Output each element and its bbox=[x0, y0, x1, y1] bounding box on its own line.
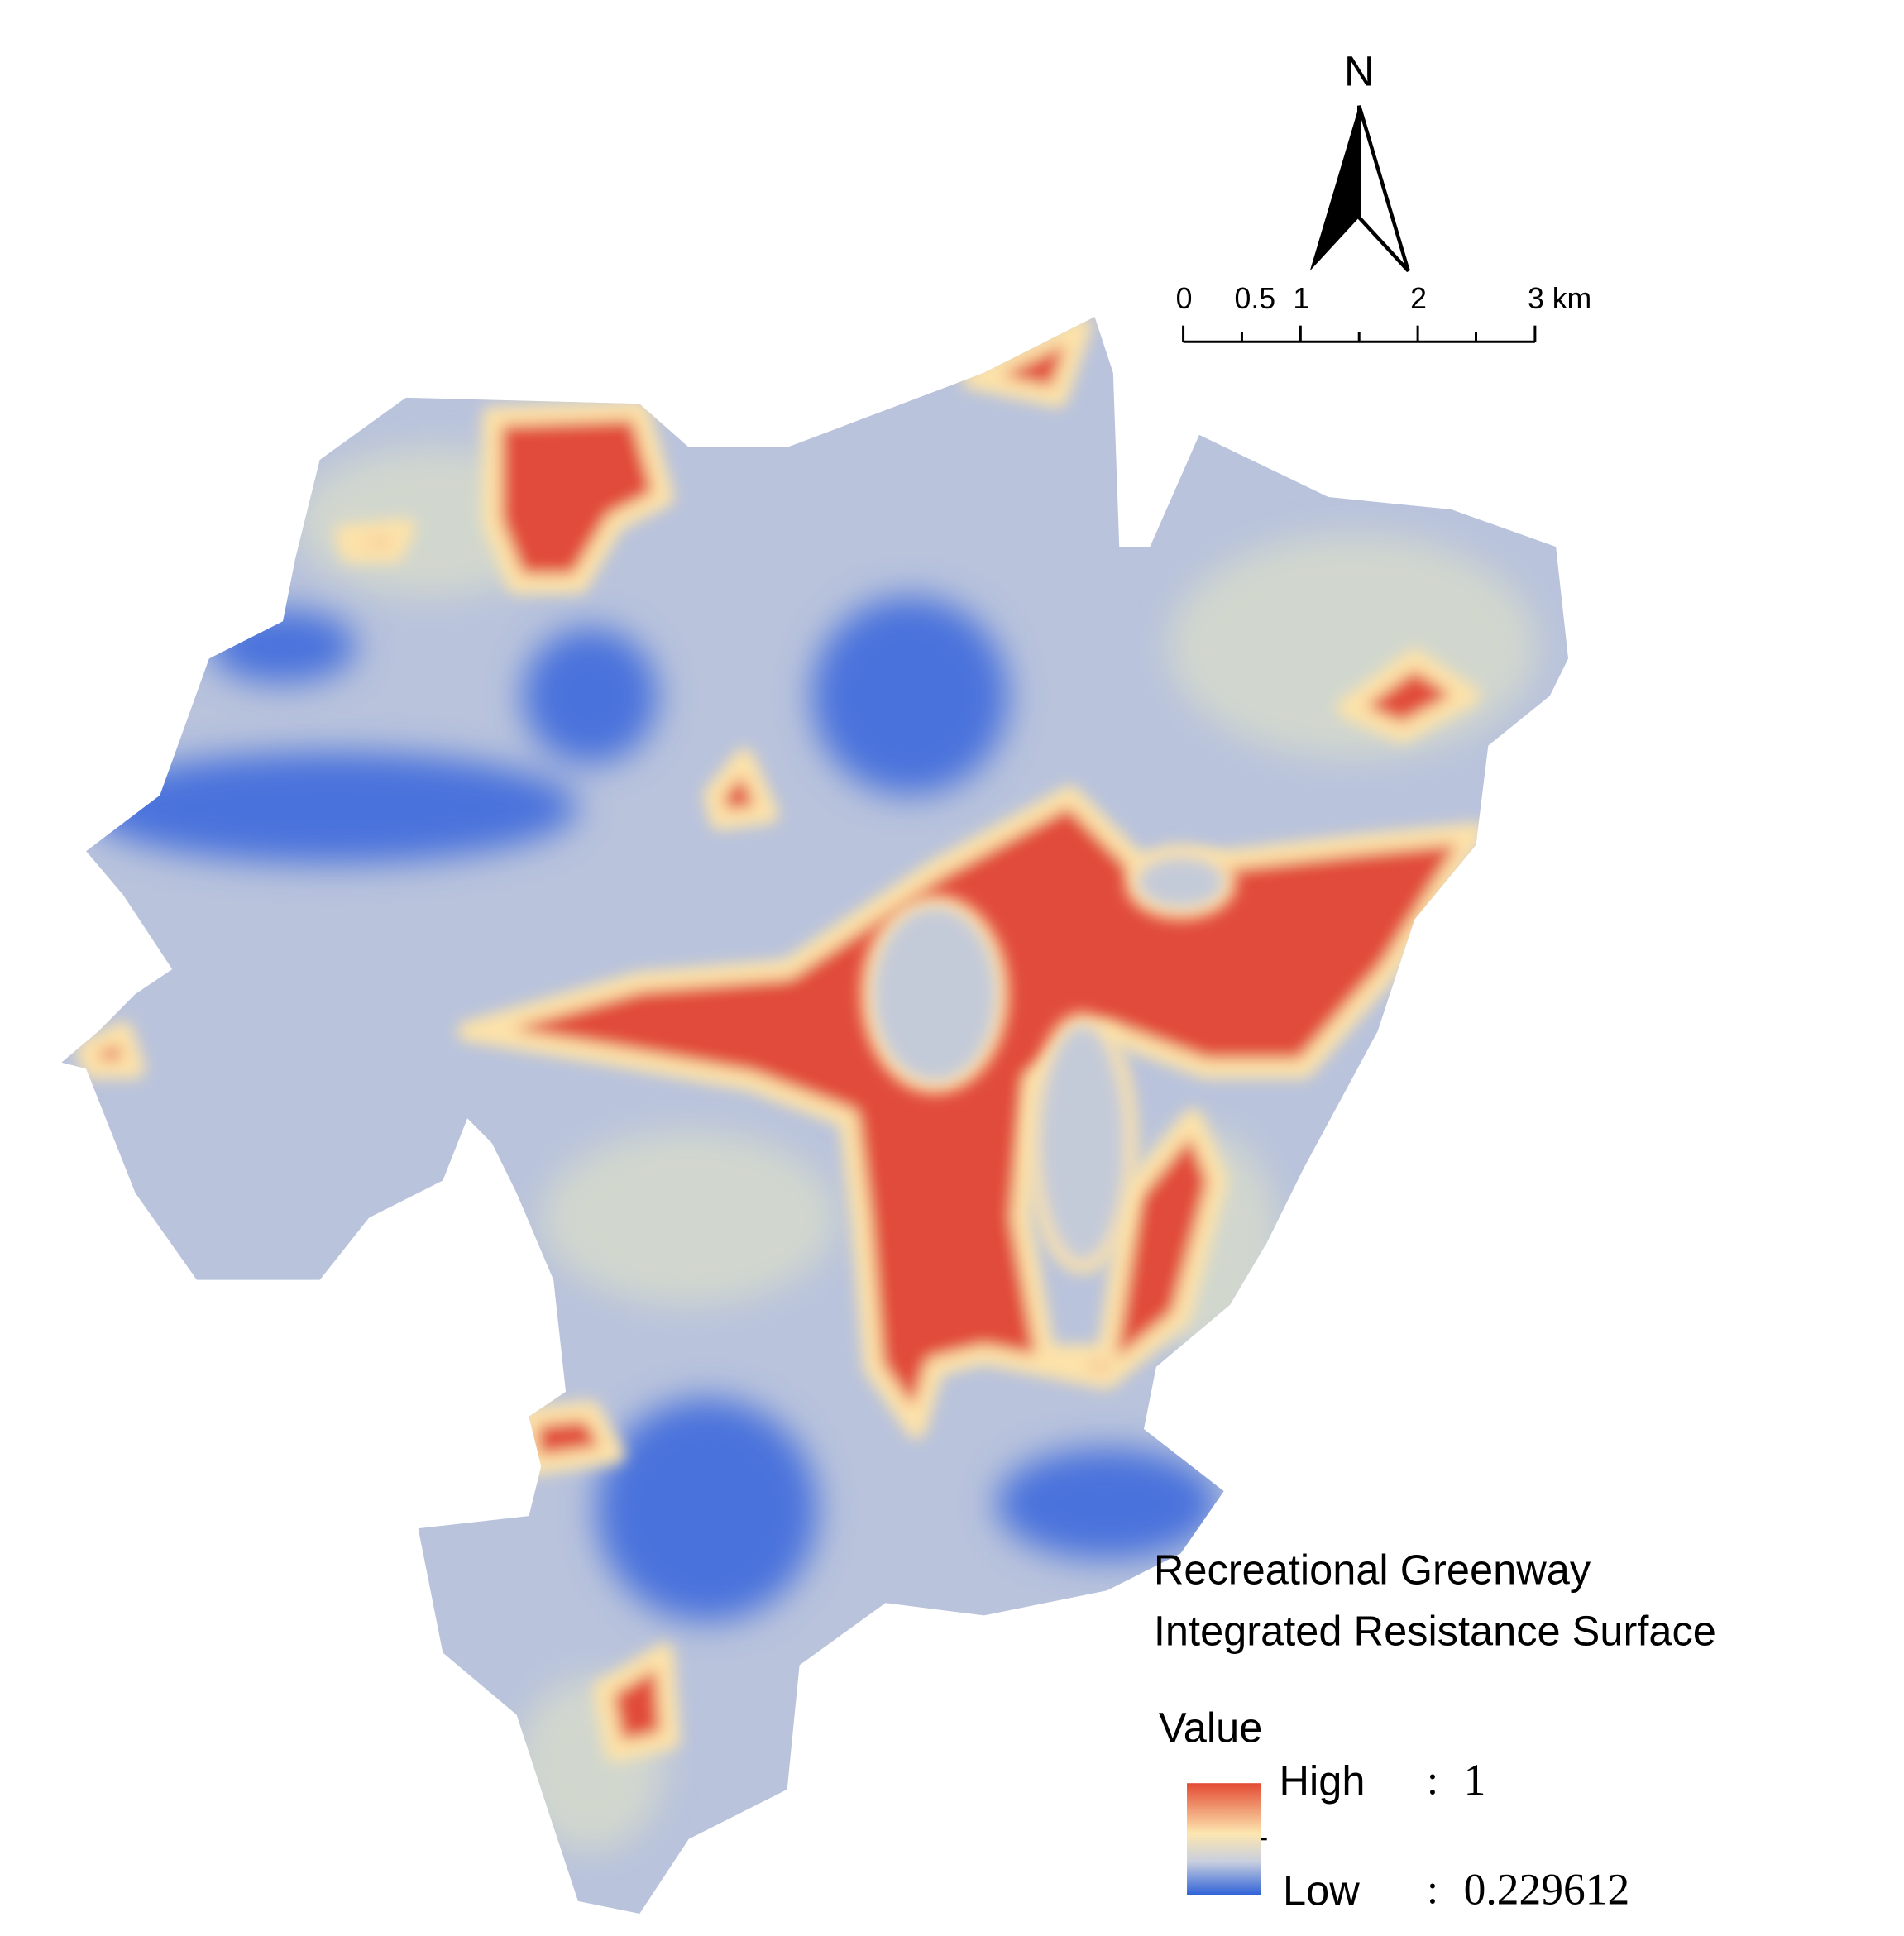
north-arrow: N bbox=[1309, 47, 1410, 273]
scale-bar: 0 0.5 1 2 3 km bbox=[1176, 282, 1591, 343]
scale-label: 3 km bbox=[1528, 282, 1591, 315]
scale-label: 2 bbox=[1410, 282, 1427, 315]
legend-high-value: 1 bbox=[1464, 1755, 1486, 1805]
scale-label: 1 bbox=[1293, 282, 1309, 315]
scale-label: 0.5 bbox=[1235, 282, 1276, 315]
scale-label: 0 bbox=[1176, 282, 1193, 315]
legend-low-value: 0.229612 bbox=[1464, 1864, 1630, 1914]
legend-low-label: Low bbox=[1283, 1867, 1360, 1914]
legend-field: Value bbox=[1159, 1704, 1263, 1751]
legend-title: Recreational Greenway bbox=[1154, 1546, 1591, 1594]
legend-title: Integrated Resistance Surface bbox=[1154, 1607, 1716, 1654]
legend-low-sep: : bbox=[1427, 1866, 1438, 1912]
legend: Recreational Greenway Integrated Resista… bbox=[1154, 1546, 1716, 1914]
legend-high-sep: : bbox=[1427, 1757, 1438, 1803]
north-label: N bbox=[1344, 47, 1375, 94]
legend-high-label: High bbox=[1280, 1757, 1366, 1805]
legend-ramp bbox=[1187, 1783, 1261, 1895]
